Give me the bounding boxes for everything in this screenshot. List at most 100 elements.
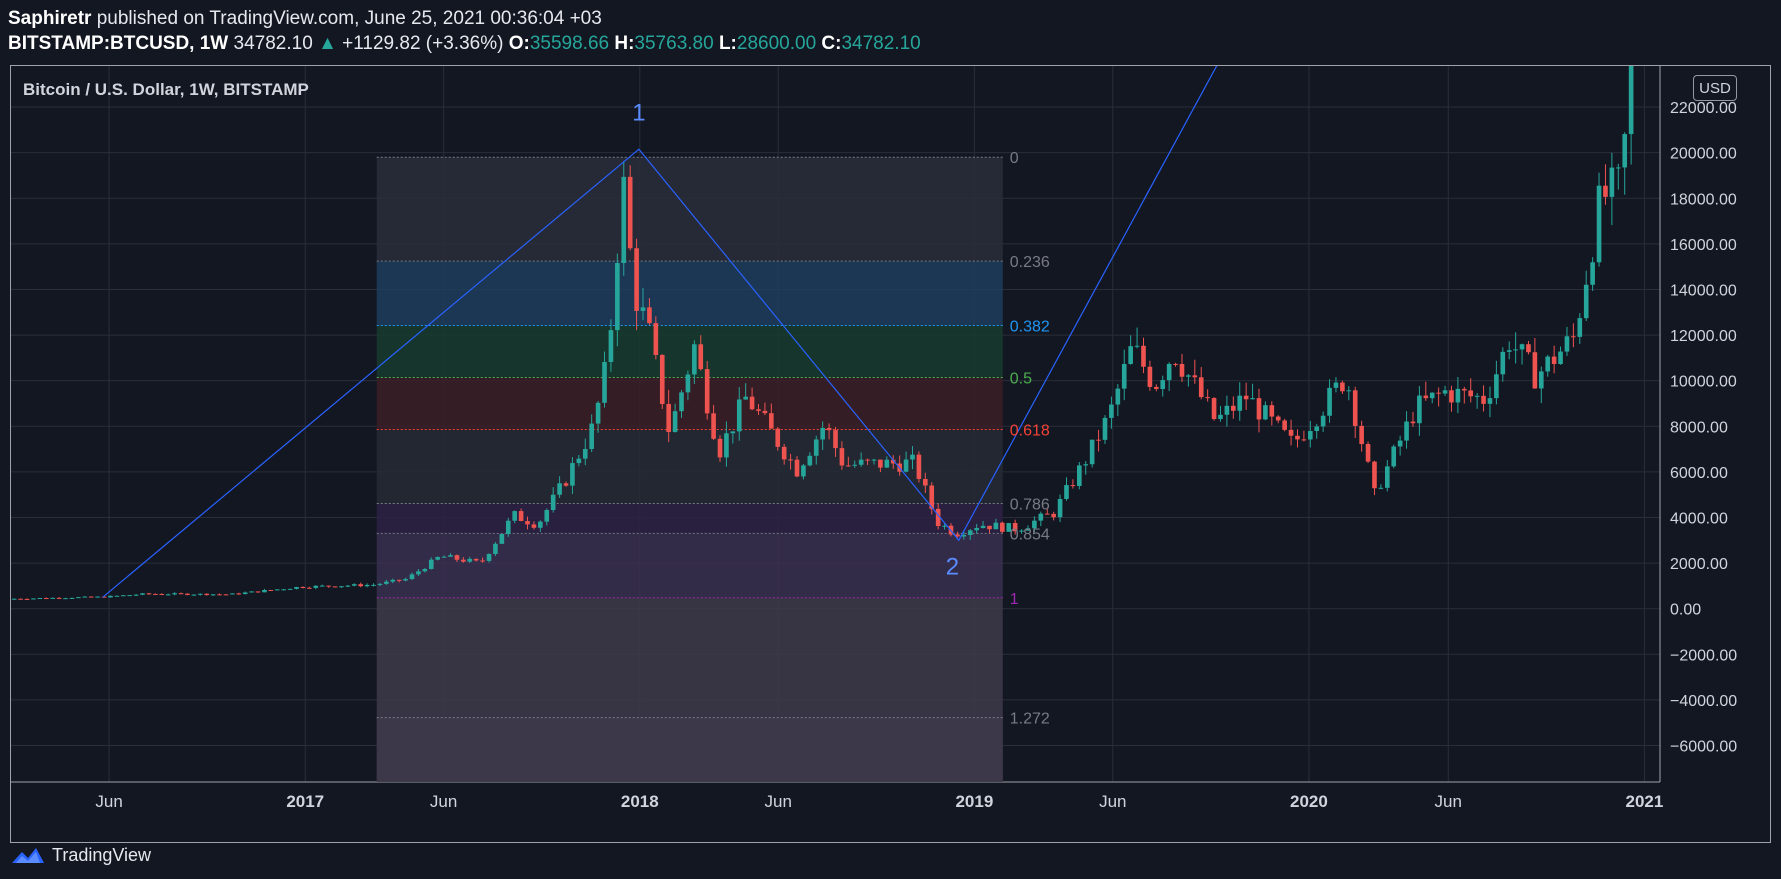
wave-label: 1 <box>632 100 645 127</box>
candle-body <box>56 597 62 599</box>
candle-body <box>76 597 81 599</box>
candle-body <box>711 413 716 439</box>
candle-body <box>1057 498 1063 518</box>
fib-zone <box>376 325 1003 378</box>
candle-body <box>833 430 838 449</box>
candle-body <box>127 595 133 597</box>
candle-body <box>422 568 428 572</box>
fib-zone <box>376 717 1003 782</box>
tradingview-logo-icon <box>12 848 44 863</box>
candle-body <box>1564 336 1570 352</box>
candle-body <box>1211 398 1217 420</box>
publish-info: Saphiretr published on TradingView.com, … <box>8 8 602 30</box>
currency-badge[interactable]: USD <box>1693 75 1737 101</box>
candle-body <box>1474 395 1480 397</box>
candle-body <box>1154 386 1159 389</box>
candle-body <box>204 593 210 596</box>
candle-body <box>1307 431 1313 440</box>
candle-body <box>1384 466 1390 488</box>
candle-body <box>1526 344 1531 353</box>
candle-body <box>281 589 287 591</box>
candle-body <box>1615 167 1621 169</box>
candle-body <box>88 596 94 598</box>
candle-body <box>1577 318 1583 337</box>
candle-body <box>217 594 222 596</box>
candle-body <box>518 511 524 522</box>
candle-body <box>95 596 100 598</box>
candle-body <box>191 594 197 596</box>
candle-body <box>1532 352 1538 389</box>
candle-body <box>461 559 466 562</box>
candle-body <box>1160 380 1166 389</box>
candle-body <box>1089 439 1095 465</box>
change-value: +1129.82 (+3.36%) <box>342 33 504 54</box>
candle-body <box>627 176 633 249</box>
candle-body <box>961 534 967 537</box>
candle-body <box>1628 66 1634 135</box>
candle-body <box>1205 397 1210 399</box>
fib-level-label: 0.382 <box>1010 318 1050 335</box>
candle-body <box>1551 356 1557 364</box>
candle-body <box>358 584 364 587</box>
candle-body <box>1391 446 1397 467</box>
candle-body <box>993 522 999 530</box>
candle-body <box>967 530 973 535</box>
candle-body <box>1006 523 1012 532</box>
candle-body <box>672 411 678 432</box>
candle-body <box>550 494 556 510</box>
candle-body <box>307 587 312 589</box>
candle-body <box>1224 405 1230 415</box>
candle-body <box>634 248 639 311</box>
close-value: 34782.10 <box>841 33 921 54</box>
candle-body <box>1263 405 1268 420</box>
x-tick-label: Jun <box>430 792 457 811</box>
candle-body <box>441 556 447 558</box>
y-tick-label: 10000.00 <box>1670 374 1737 391</box>
candle-body <box>813 439 819 456</box>
candle-body <box>878 459 883 468</box>
candle-body <box>1346 390 1352 392</box>
fib-zone <box>376 533 1003 598</box>
candle-body <box>1314 426 1320 432</box>
chart-frame <box>10 65 1771 843</box>
candle-body <box>756 409 761 411</box>
candle-body <box>807 455 813 466</box>
candle-body <box>724 433 729 458</box>
candle-body <box>666 403 671 432</box>
candle-body <box>1404 421 1409 441</box>
candle-body <box>576 458 582 464</box>
candle-body <box>1250 398 1255 400</box>
candle-body <box>242 592 248 595</box>
x-tick-label: Jun <box>765 792 792 811</box>
candles <box>11 66 1634 600</box>
candle-body <box>230 593 235 595</box>
y-tick-label: 20000.00 <box>1670 146 1737 163</box>
candle-body <box>531 524 537 528</box>
x-tick-label: Jun <box>1435 792 1462 811</box>
candle-body <box>1494 374 1499 399</box>
candle-body <box>621 176 627 264</box>
candle-body <box>1077 465 1082 486</box>
candle-body <box>1051 513 1056 518</box>
candle-body <box>108 595 113 598</box>
candle-body <box>1410 421 1416 424</box>
x-tick-label: 2021 <box>1626 792 1664 811</box>
candle-body <box>1179 363 1185 377</box>
candle-body <box>120 595 126 597</box>
candle-body <box>159 594 165 596</box>
candle-body <box>1218 414 1223 420</box>
candle-body <box>582 448 588 459</box>
candle-body <box>910 454 915 460</box>
open-label: O: <box>508 33 530 54</box>
candle-body <box>736 399 742 432</box>
candle-body <box>730 431 736 434</box>
candle-body <box>659 354 665 404</box>
author-name: Saphiretr <box>8 8 92 29</box>
x-tick-label: 2019 <box>955 792 993 811</box>
fib-zone <box>376 429 1003 504</box>
candle-body <box>987 525 992 530</box>
candle-body <box>1044 513 1050 515</box>
candle-body <box>1000 522 1005 532</box>
candle-body <box>197 593 203 595</box>
